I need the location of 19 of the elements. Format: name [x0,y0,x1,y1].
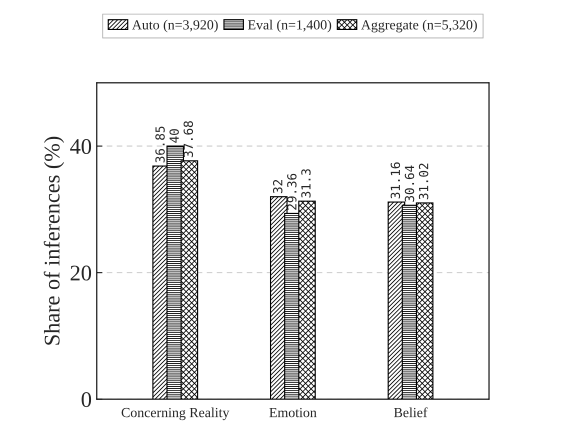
y-axis-title: Share of inferences (%) [44,136,64,345]
y-tick-label: 0 [82,392,92,408]
data-label: 36.85 [155,126,165,162]
data-label: 29.36 [287,174,297,210]
legend-label: Auto (n=3,920) [132,20,218,32]
data-label: 30.64 [404,166,414,202]
data-label: 40 [169,129,179,143]
data-label: 32 [272,180,282,194]
legend-label: Aggregate (n=5,320) [361,20,477,32]
data-label: 31.02 [418,164,428,200]
x-tick-label: Emotion [269,408,317,418]
legend-label: Eval (n=1,400) [248,20,332,32]
y-tick-label: 20 [70,266,92,281]
y-tick-label: 40 [70,139,92,154]
data-label: 31.16 [390,162,400,198]
x-tick-label: Concerning Reality [122,407,230,420]
data-label: 37.68 [184,121,194,158]
data-label: 31.3 [301,169,311,198]
x-tick-label: Belief [394,407,428,418]
